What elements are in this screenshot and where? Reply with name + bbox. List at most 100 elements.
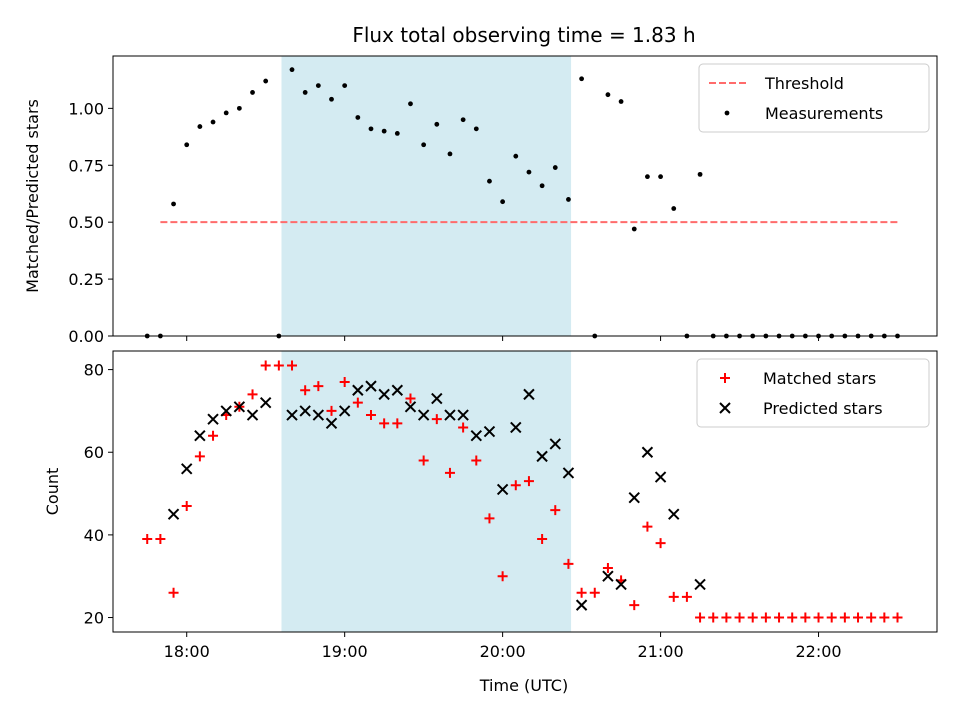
legend-frame bbox=[698, 63, 930, 133]
legend: Threshold Measurements bbox=[698, 63, 930, 133]
legend-swatch bbox=[724, 110, 730, 116]
data-point bbox=[602, 570, 614, 582]
data-point bbox=[510, 480, 521, 491]
y-tick-label: 0.75 bbox=[68, 156, 104, 175]
data-point bbox=[658, 174, 663, 180]
data-point bbox=[378, 388, 390, 401]
data-point bbox=[184, 142, 190, 148]
data-point bbox=[208, 430, 219, 441]
data-point bbox=[552, 165, 558, 170]
legend-label: Measurements bbox=[765, 104, 883, 123]
data-point bbox=[697, 171, 703, 177]
data-point bbox=[233, 401, 246, 413]
data-point bbox=[368, 126, 374, 132]
data-point bbox=[352, 397, 363, 408]
x-axis-title: Time (UTC) bbox=[479, 676, 568, 695]
legend-label: Threshold bbox=[764, 74, 844, 93]
data-point bbox=[392, 418, 403, 429]
data-point bbox=[605, 92, 611, 98]
data-point bbox=[566, 197, 571, 202]
data-point bbox=[589, 587, 600, 598]
data-point bbox=[523, 476, 534, 487]
data-point bbox=[549, 438, 561, 450]
data-point bbox=[391, 384, 404, 396]
y-tick-label: 0.25 bbox=[68, 270, 104, 289]
data-point bbox=[408, 101, 413, 107]
data-point bbox=[246, 409, 259, 421]
data-point bbox=[431, 414, 442, 425]
data-point bbox=[263, 78, 269, 84]
data-point bbox=[500, 199, 506, 205]
count-panel: 20 40 60 80 18:00 19:00 20:00 21:00 22:00 Count Ma… bbox=[43, 350, 938, 661]
data-point bbox=[326, 405, 337, 416]
data-point bbox=[576, 587, 587, 598]
data-point bbox=[471, 455, 482, 466]
data-point bbox=[342, 83, 348, 88]
data-point bbox=[379, 418, 390, 429]
legend-swatch bbox=[720, 373, 730, 383]
data-point bbox=[207, 413, 219, 425]
data-point bbox=[496, 483, 509, 496]
data-point bbox=[618, 99, 624, 104]
data-point bbox=[734, 612, 745, 623]
axes-frame bbox=[112, 55, 938, 337]
data-point bbox=[155, 534, 166, 545]
data-point bbox=[631, 226, 637, 232]
y-tick-label: 0.00 bbox=[68, 327, 104, 346]
axes-frame bbox=[112, 350, 938, 633]
data-point bbox=[329, 96, 334, 102]
data-point bbox=[181, 500, 192, 511]
data-point bbox=[721, 612, 732, 623]
data-point bbox=[431, 392, 443, 405]
data-point bbox=[708, 612, 719, 623]
data-point bbox=[171, 201, 176, 207]
matched-stars-series bbox=[142, 360, 903, 623]
data-point bbox=[513, 153, 519, 159]
data-point bbox=[668, 591, 679, 602]
data-point bbox=[259, 396, 272, 409]
data-point bbox=[641, 446, 654, 458]
data-point bbox=[444, 409, 456, 421]
data-point bbox=[181, 463, 193, 475]
data-point bbox=[523, 388, 535, 401]
y-axis-title: Count bbox=[43, 468, 62, 516]
data-point bbox=[417, 409, 430, 421]
data-point bbox=[760, 612, 771, 623]
ratio-panel: 0.00 0.25 0.50 0.75 1.00 Matched/Predicted st… bbox=[23, 55, 938, 346]
data-point bbox=[365, 380, 377, 392]
data-point bbox=[563, 558, 574, 569]
data-point bbox=[550, 505, 561, 516]
data-point bbox=[536, 450, 548, 463]
data-point bbox=[194, 430, 206, 442]
data-point bbox=[313, 381, 324, 392]
data-point bbox=[355, 115, 361, 120]
y-tick-label: 20 bbox=[84, 609, 104, 628]
x-tick-label: 22:00 bbox=[795, 642, 841, 661]
data-point bbox=[287, 360, 298, 371]
data-point bbox=[315, 83, 321, 88]
data-point bbox=[250, 90, 255, 95]
data-point bbox=[460, 117, 466, 123]
data-point bbox=[302, 90, 308, 95]
data-point bbox=[800, 612, 811, 623]
data-point bbox=[325, 417, 338, 430]
data-point bbox=[497, 571, 508, 582]
data-point bbox=[404, 401, 417, 413]
data-point bbox=[142, 534, 153, 545]
x-tick-label: 18:00 bbox=[164, 642, 210, 661]
data-point bbox=[774, 612, 785, 623]
data-point bbox=[470, 430, 483, 442]
data-point bbox=[289, 67, 295, 73]
data-point bbox=[312, 409, 325, 421]
data-point bbox=[210, 119, 216, 125]
legend-label: Matched stars bbox=[763, 369, 876, 388]
data-point bbox=[421, 142, 427, 148]
data-point bbox=[223, 110, 229, 116]
data-point bbox=[447, 151, 453, 157]
data-point bbox=[681, 591, 692, 602]
data-point bbox=[642, 521, 653, 532]
data-point bbox=[866, 612, 877, 623]
data-point bbox=[562, 467, 575, 479]
data-point bbox=[381, 128, 387, 134]
data-point bbox=[579, 76, 585, 82]
